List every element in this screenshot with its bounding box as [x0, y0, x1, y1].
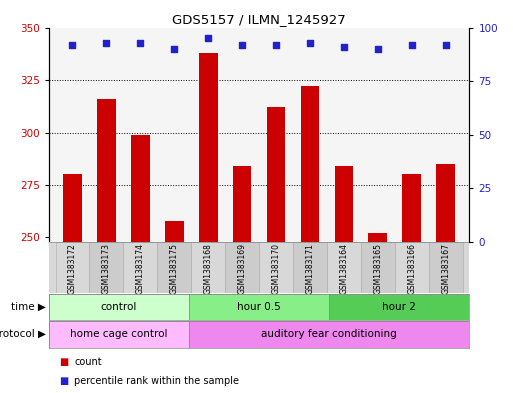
Text: GSM1383165: GSM1383165 — [373, 243, 382, 294]
Text: control: control — [101, 302, 137, 312]
Point — [238, 42, 246, 48]
Bar — [49, 294, 189, 320]
Bar — [329, 294, 469, 320]
Bar — [63, 174, 82, 393]
Point — [340, 44, 348, 50]
Bar — [189, 321, 469, 348]
Bar — [259, 242, 293, 293]
Text: time ▶: time ▶ — [11, 302, 46, 312]
Point — [408, 42, 416, 48]
Bar — [402, 174, 421, 393]
Point — [373, 46, 382, 52]
Text: ■: ■ — [59, 376, 68, 386]
Bar — [123, 242, 157, 293]
Text: GSM1383174: GSM1383174 — [136, 243, 145, 294]
Text: protocol ▶: protocol ▶ — [0, 329, 46, 340]
Bar — [165, 221, 184, 393]
Text: GSM1383173: GSM1383173 — [102, 243, 111, 294]
Bar — [89, 242, 123, 293]
Bar — [199, 53, 218, 393]
Text: GSM1383170: GSM1383170 — [271, 243, 281, 294]
Point — [272, 42, 280, 48]
Point — [204, 35, 212, 41]
Text: GSM1383169: GSM1383169 — [238, 243, 247, 294]
Text: auditory fear conditioning: auditory fear conditioning — [261, 329, 397, 340]
Bar — [293, 242, 327, 293]
Bar — [189, 294, 329, 320]
Text: ■: ■ — [59, 356, 68, 367]
Bar — [191, 242, 225, 293]
Point — [136, 39, 145, 46]
Bar — [225, 242, 259, 293]
Text: percentile rank within the sample: percentile rank within the sample — [74, 376, 240, 386]
Text: GSM1383172: GSM1383172 — [68, 243, 77, 294]
Text: count: count — [74, 356, 102, 367]
Point — [102, 39, 110, 46]
Text: home cage control: home cage control — [70, 329, 168, 340]
Bar — [361, 242, 395, 293]
Text: hour 0.5: hour 0.5 — [237, 302, 281, 312]
Bar — [157, 242, 191, 293]
Bar — [97, 99, 116, 393]
Point — [442, 42, 450, 48]
Text: hour 2: hour 2 — [382, 302, 416, 312]
Bar — [267, 107, 285, 393]
Text: GSM1383168: GSM1383168 — [204, 243, 213, 294]
Bar — [55, 242, 89, 293]
Bar — [327, 242, 361, 293]
Bar — [131, 134, 150, 393]
Text: GSM1383175: GSM1383175 — [170, 243, 179, 294]
Text: GSM1383171: GSM1383171 — [305, 243, 314, 294]
Bar — [301, 86, 319, 393]
Bar — [437, 164, 455, 393]
Text: GSM1383166: GSM1383166 — [407, 243, 416, 294]
Bar — [49, 321, 189, 348]
Bar — [233, 166, 251, 393]
Point — [306, 39, 314, 46]
Text: GSM1383164: GSM1383164 — [340, 243, 348, 294]
Text: GSM1383167: GSM1383167 — [441, 243, 450, 294]
Point — [170, 46, 179, 52]
Bar — [334, 166, 353, 393]
Bar — [368, 233, 387, 393]
Title: GDS5157 / ILMN_1245927: GDS5157 / ILMN_1245927 — [172, 13, 346, 26]
Bar — [429, 242, 463, 293]
Bar — [395, 242, 429, 293]
Point — [68, 42, 76, 48]
